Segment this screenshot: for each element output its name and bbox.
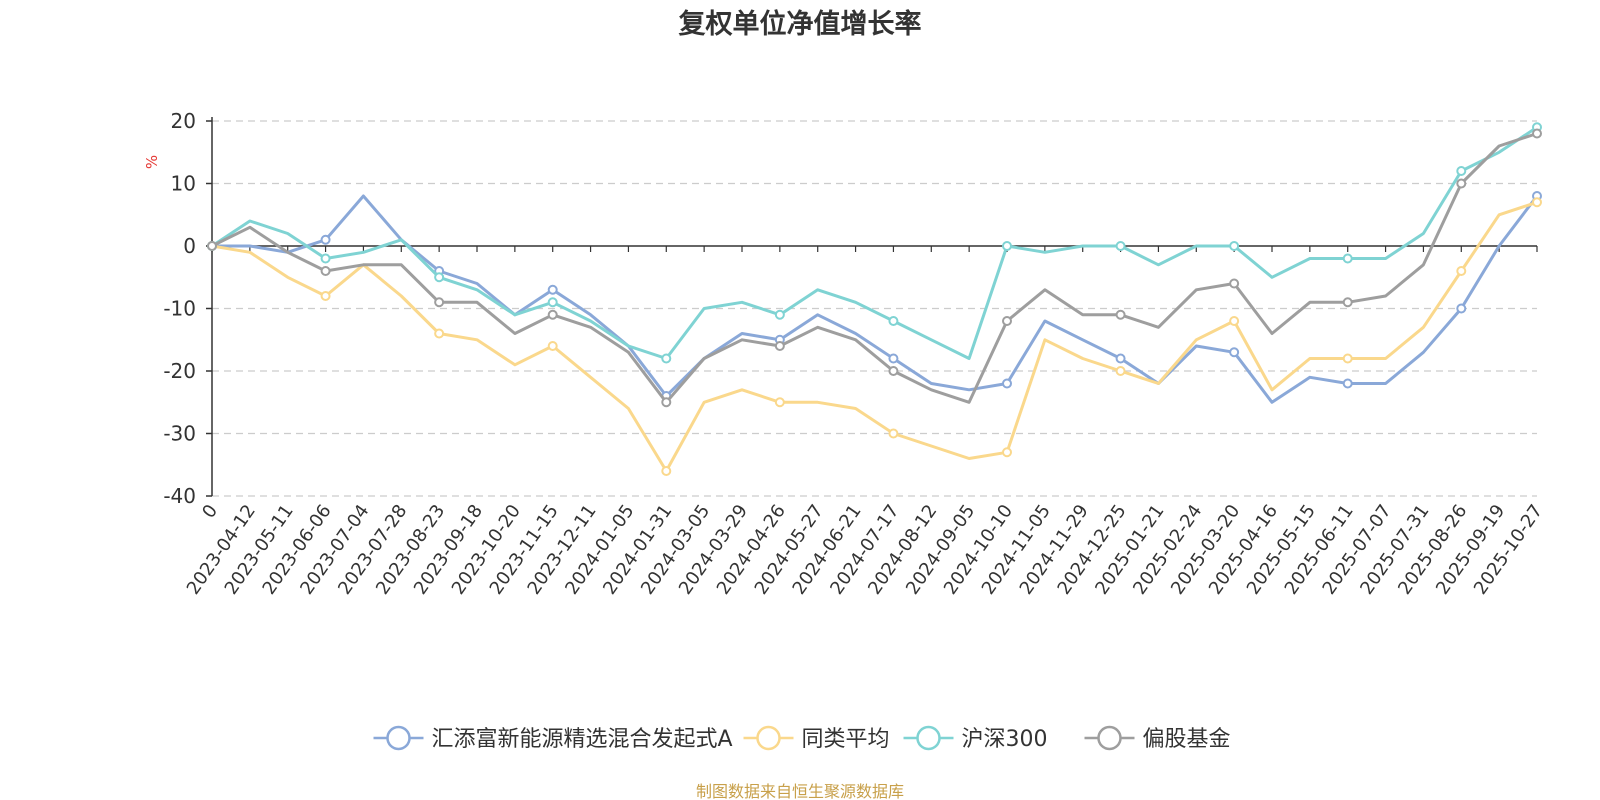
series-point-3[interactable]: [774, 341, 785, 351]
series-point-3[interactable]: [1342, 297, 1353, 308]
series-point-2[interactable]: [1002, 241, 1012, 251]
series-lines: [207, 122, 1542, 476]
legend[interactable]: 汇添富新能源精选混合发起式A 同类平均 沪深300 偏股基金: [373, 725, 1231, 752]
series-point-2[interactable]: [320, 253, 331, 264]
series-point-3[interactable]: [434, 297, 445, 308]
series-point-3[interactable]: [207, 241, 217, 251]
legend-item[interactable]: 偏股基金: [1084, 725, 1231, 752]
series-point-3[interactable]: [1456, 178, 1467, 189]
series-point-0[interactable]: [888, 353, 899, 364]
series-point-0[interactable]: [1342, 378, 1353, 389]
y-tick-label: 10: [171, 172, 196, 196]
y-tick-label: 20: [171, 109, 196, 133]
series-point-1[interactable]: [1342, 353, 1353, 364]
series-point-2[interactable]: [888, 316, 899, 326]
series-line-2[interactable]: [211, 126, 1538, 360]
series-point-0[interactable]: [547, 284, 558, 295]
series-point-2[interactable]: [434, 272, 445, 283]
series-point-3[interactable]: [661, 397, 672, 408]
series-point-1[interactable]: [661, 466, 672, 476]
series-point-3[interactable]: [1002, 316, 1012, 326]
series-point-1[interactable]: [320, 291, 331, 301]
series-point-2[interactable]: [1456, 166, 1467, 176]
y-tick-label: -40: [163, 484, 196, 508]
legend-item[interactable]: 同类平均: [743, 725, 890, 752]
x-tick-label: 0: [198, 501, 222, 522]
series-point-3[interactable]: [888, 366, 899, 376]
series-point-3[interactable]: [320, 266, 331, 276]
legend-label: 汇添富新能源精选混合发起式A: [432, 727, 733, 752]
legend-item[interactable]: 汇添富新能源精选混合发起式A: [373, 725, 733, 752]
series-point-0[interactable]: [1002, 378, 1012, 389]
series-point-0[interactable]: [1229, 347, 1240, 358]
y-tick-label: -30: [163, 422, 196, 446]
legend-label: 偏股基金: [1143, 727, 1231, 752]
y-tick-label: -10: [163, 297, 196, 321]
source-note: 制图数据来自恒生聚源数据库: [696, 782, 904, 800]
series-point-1[interactable]: [1456, 266, 1467, 276]
series-point-1[interactable]: [547, 341, 558, 351]
series-point-3[interactable]: [1115, 309, 1126, 320]
series-point-1[interactable]: [434, 328, 445, 339]
grid-lines: [212, 120, 1537, 497]
legend-label: 同类平均: [802, 727, 890, 752]
series-point-1[interactable]: [888, 428, 899, 439]
series-point-1[interactable]: [1002, 447, 1012, 458]
series-point-2[interactable]: [547, 297, 558, 308]
legend-swatch-circle: [916, 725, 941, 751]
series-point-3[interactable]: [1229, 278, 1240, 289]
axes: [206, 117, 1538, 497]
legend-swatch-circle: [756, 725, 781, 751]
legend-swatch-circle: [1097, 725, 1122, 751]
x-tick-labels: 02023-04-122023-05-112023-06-062023-07-0…: [183, 501, 1547, 599]
series-point-2[interactable]: [1229, 241, 1240, 251]
series-point-3[interactable]: [547, 309, 558, 320]
series-point-0[interactable]: [1115, 353, 1126, 364]
series-point-2[interactable]: [774, 309, 785, 320]
legend-item[interactable]: 沪深300: [903, 725, 1048, 752]
chart-title: 复权单位净值增长率: [679, 8, 922, 40]
series-point-3[interactable]: [1532, 128, 1542, 139]
y-tick-label: 0: [183, 234, 196, 258]
legend-label: 沪深300: [962, 727, 1048, 752]
series-point-1[interactable]: [1532, 197, 1542, 208]
series-point-1[interactable]: [1229, 316, 1240, 326]
legend-swatch-circle: [386, 725, 411, 751]
series-line-0[interactable]: [212, 194, 1539, 404]
series-line-1[interactable]: [211, 200, 1538, 473]
series-point-1[interactable]: [774, 397, 785, 408]
series-point-0[interactable]: [320, 234, 331, 245]
y-tick-labels: 20 10 0 -10 -20 -30 -40: [163, 109, 196, 508]
series-point-2[interactable]: [661, 353, 672, 364]
y-tick-label: -20: [163, 359, 196, 383]
series-point-2[interactable]: [1115, 241, 1126, 251]
y-axis-label: %: [143, 155, 161, 169]
series-point-2[interactable]: [1342, 253, 1353, 264]
series-line-3[interactable]: [211, 132, 1538, 404]
series-point-0[interactable]: [1456, 303, 1467, 314]
series-point-1[interactable]: [1115, 366, 1126, 376]
